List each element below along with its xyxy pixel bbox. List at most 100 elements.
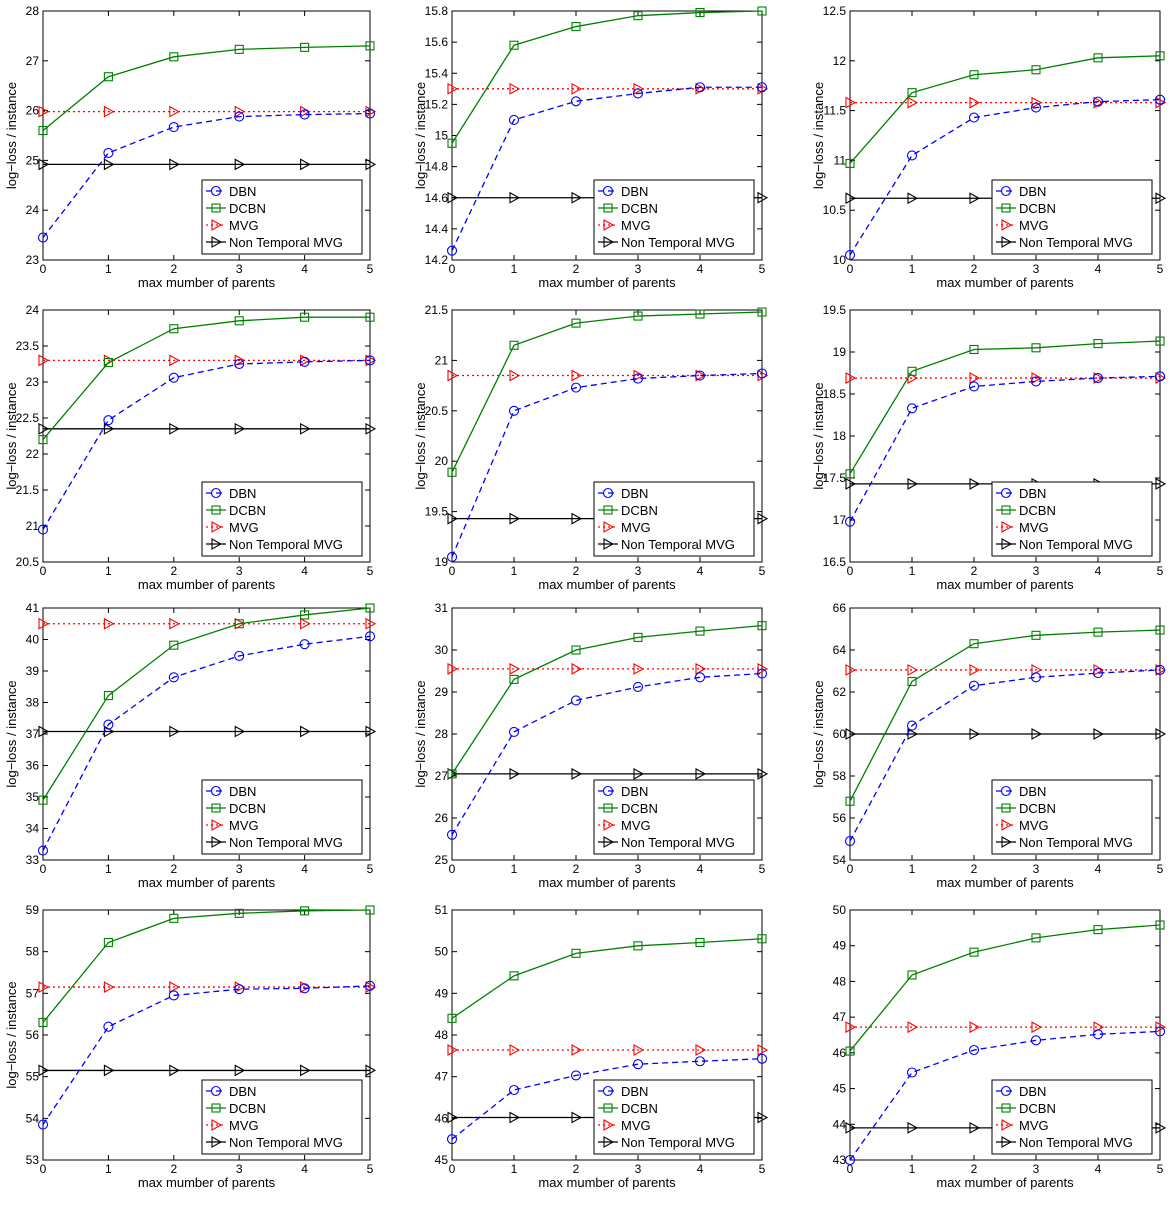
series-mvg [38, 354, 377, 367]
data-point-mvg [447, 662, 459, 675]
plot-frame [451, 309, 763, 563]
y-tick-label: 20.5 [425, 404, 449, 418]
data-point-dbn [756, 368, 768, 379]
y-tick-label: 17.5 [823, 471, 847, 485]
x-tick-label: 5 [759, 564, 766, 578]
data-point-non-temporal-mvg [1155, 1121, 1167, 1134]
data-point-dcbn [365, 603, 375, 613]
data-point-dcbn [571, 318, 581, 328]
y-tick-label: 23.5 [16, 339, 40, 353]
data-point-dbn [906, 403, 918, 414]
legend-entry: DBN [1019, 184, 1046, 199]
data-point-dbn [508, 726, 520, 737]
y-tick-label: 25 [435, 853, 449, 867]
legend-marker [210, 785, 222, 797]
y-tick-label: 19.5 [425, 505, 449, 519]
legend-entry: MVG [1019, 818, 1049, 833]
legend-marker [211, 1136, 223, 1148]
y-tick-label: 23 [26, 253, 40, 267]
data-point-mvg [695, 662, 707, 675]
legend-box [201, 179, 363, 255]
y-tick-label: 53 [26, 1153, 40, 1167]
data-point-dbn [103, 147, 114, 158]
series-line-dbn [42, 985, 371, 1125]
y-tick-label: 47 [833, 1010, 847, 1024]
series-mvg [447, 82, 769, 95]
data-point-dbn [570, 382, 582, 393]
legend-box [593, 1079, 755, 1155]
data-point-dbn [1030, 376, 1042, 387]
data-point-dbn [756, 82, 768, 93]
data-point-non-temporal-mvg [509, 767, 521, 780]
x-tick-label: 1 [105, 862, 112, 876]
data-point-non-temporal-mvg [509, 1111, 521, 1124]
y-tick-label: 21.5 [16, 483, 40, 497]
legend-entry: MVG [1019, 1118, 1049, 1133]
x-tick-label: 2 [971, 862, 978, 876]
data-point-dbn [570, 695, 582, 706]
data-point-dcbn [38, 435, 48, 445]
data-point-dbn [446, 829, 458, 840]
y-tick-label: 18.5 [823, 387, 847, 401]
data-point-mvg [969, 1021, 981, 1034]
data-point-mvg [633, 662, 645, 675]
legend-marker [603, 521, 615, 533]
series-line-dbn [849, 98, 1161, 256]
y-tick-label: 50 [833, 903, 847, 917]
data-point-dbn [508, 1084, 520, 1096]
data-point-dbn [570, 96, 582, 107]
subplot-9: 54 56 58 60 62 64 66 0 1 2 3 4 5 max mumber of parent… [811, 601, 1167, 890]
x-tick-label: 0 [449, 262, 456, 276]
series-mvg [845, 664, 1167, 676]
y-tick-label: 27 [435, 769, 449, 783]
data-point-non-temporal-mvg [757, 1111, 769, 1124]
data-point-dbn [103, 719, 114, 730]
data-point-dcbn [1031, 343, 1041, 353]
data-point-dbn [632, 1059, 644, 1070]
x-tick-label: 5 [1157, 564, 1164, 578]
data-point-mvg [234, 354, 246, 367]
x-axis-label: max mumber of parents [138, 577, 276, 592]
data-point-dcbn [103, 72, 113, 82]
series-mvg [38, 105, 377, 118]
series-line-dbn [451, 86, 762, 251]
data-point-mvg [38, 617, 50, 630]
y-axis-label: log−loss / instance [811, 382, 826, 489]
y-tick-label: 10 [833, 253, 847, 267]
legend-entry: MVG [1019, 218, 1049, 233]
data-point-non-temporal-mvg [1093, 728, 1105, 740]
legend-marker [211, 219, 223, 231]
x-tick-label: 5 [1157, 262, 1164, 276]
legend-marker [1000, 185, 1012, 197]
legend-marker [1001, 836, 1013, 848]
legend-marker [603, 1103, 613, 1113]
data-point-dcbn [845, 1046, 855, 1056]
legend-entry: DBN [229, 486, 256, 501]
x-tick-label: 1 [909, 1162, 916, 1176]
series-mvg [845, 96, 1167, 109]
y-tick-label: 19 [833, 345, 847, 359]
legend-box [201, 779, 363, 855]
y-tick-label: 58 [833, 769, 847, 783]
data-point-mvg [447, 82, 459, 95]
y-tick-label: 16.5 [823, 555, 847, 569]
x-axis-label: max mumber of parents [936, 875, 1074, 890]
series-non-temporal-mvg [845, 728, 1167, 740]
y-tick-label: 15.2 [425, 97, 449, 111]
y-tick-label: 51 [435, 903, 449, 917]
y-tick-label: 45 [833, 1082, 847, 1096]
data-point-dcbn [571, 22, 581, 32]
x-tick-label: 1 [511, 262, 518, 276]
data-point-dbn [168, 990, 179, 1001]
series-mvg [447, 1044, 769, 1056]
data-point-dcbn [695, 626, 705, 636]
legend-entry: DCBN [1019, 503, 1056, 518]
data-point-dbn [299, 356, 310, 367]
legend-marker [210, 487, 222, 499]
legend-entry: DCBN [621, 1101, 658, 1116]
data-point-dbn [756, 1053, 768, 1064]
data-point-dcbn [969, 947, 979, 957]
series-dcbn [447, 307, 767, 477]
